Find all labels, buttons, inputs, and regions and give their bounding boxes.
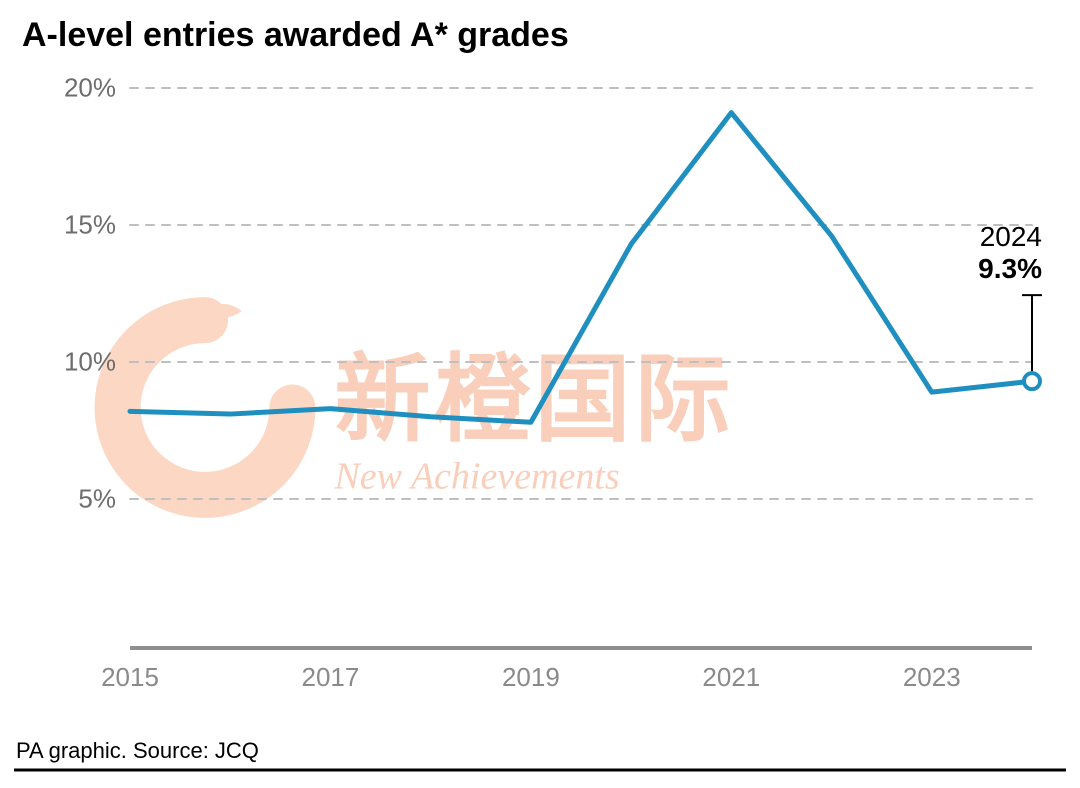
chart-container: 新橙国际 New Achievements A-level entries aw…: [0, 0, 1080, 788]
y-axis-label: 15%: [30, 210, 116, 241]
y-axis-label: 10%: [30, 347, 116, 378]
callout-value: 9.3%: [936, 253, 1042, 285]
chart-title: A-level entries awarded A* grades: [22, 16, 569, 55]
endpoint-callout: 2024 9.3%: [936, 221, 1042, 285]
callout-year: 2024: [936, 221, 1042, 253]
x-axis-label: 2017: [302, 662, 360, 693]
x-axis-label: 2021: [702, 662, 760, 693]
y-axis-label: 20%: [30, 73, 116, 104]
x-axis-label: 2015: [101, 662, 159, 693]
y-axis-label: 5%: [30, 484, 116, 515]
source-text: PA graphic. Source: JCQ: [16, 738, 259, 764]
x-axis-label: 2019: [502, 662, 560, 693]
x-axis-label: 2023: [903, 662, 961, 693]
